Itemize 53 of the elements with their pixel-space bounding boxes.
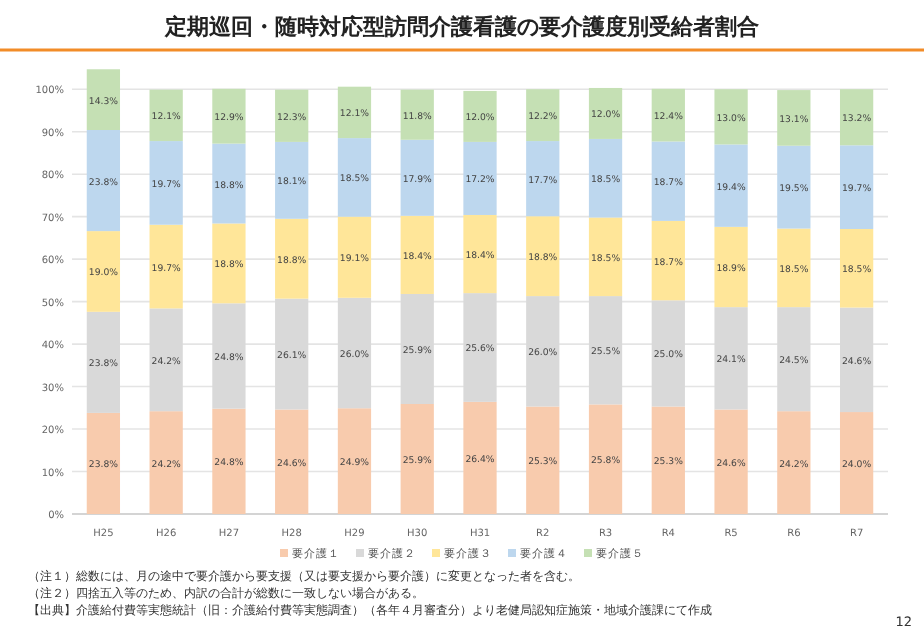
bar xyxy=(149,89,183,142)
bar xyxy=(839,145,874,229)
bar xyxy=(400,89,434,140)
bar xyxy=(463,401,497,514)
bar xyxy=(212,408,246,514)
bar xyxy=(651,88,685,142)
bar xyxy=(714,89,748,145)
bar xyxy=(212,88,246,144)
bar xyxy=(839,89,874,146)
bar xyxy=(526,406,560,514)
bar xyxy=(337,408,372,514)
bar xyxy=(275,89,309,142)
bar xyxy=(526,141,560,217)
bar xyxy=(651,220,685,301)
bar xyxy=(337,216,372,298)
bar xyxy=(275,218,309,299)
bar xyxy=(86,412,121,514)
chart-title: 定期巡回・随時対応型訪問介護看護の要介護度別受給者割合 xyxy=(163,14,761,40)
bar xyxy=(651,141,685,221)
bar xyxy=(463,214,497,294)
bar xyxy=(212,143,246,224)
bar xyxy=(275,409,309,514)
bar xyxy=(400,139,434,216)
bar xyxy=(839,228,874,308)
bar xyxy=(86,231,121,312)
bar xyxy=(588,138,623,218)
bar xyxy=(86,69,121,131)
bar xyxy=(149,141,183,225)
bar xyxy=(839,412,874,514)
bar xyxy=(275,141,309,219)
bar xyxy=(526,216,560,297)
bar xyxy=(588,217,623,297)
bar xyxy=(777,411,811,514)
bar xyxy=(588,87,623,139)
bar xyxy=(777,145,811,229)
bar xyxy=(337,86,372,139)
bar xyxy=(714,226,748,308)
bar xyxy=(714,144,748,227)
bar xyxy=(86,130,121,232)
bar xyxy=(463,141,497,215)
bar xyxy=(400,403,434,514)
bar xyxy=(337,138,372,217)
bar xyxy=(463,90,497,142)
bar xyxy=(777,228,811,308)
bar xyxy=(588,404,623,514)
bar xyxy=(149,224,183,309)
bar xyxy=(714,409,748,514)
bar xyxy=(777,90,811,146)
bar xyxy=(212,223,246,304)
bar xyxy=(149,411,183,514)
bar xyxy=(400,215,434,294)
bar xyxy=(526,89,560,142)
bar xyxy=(651,406,685,514)
